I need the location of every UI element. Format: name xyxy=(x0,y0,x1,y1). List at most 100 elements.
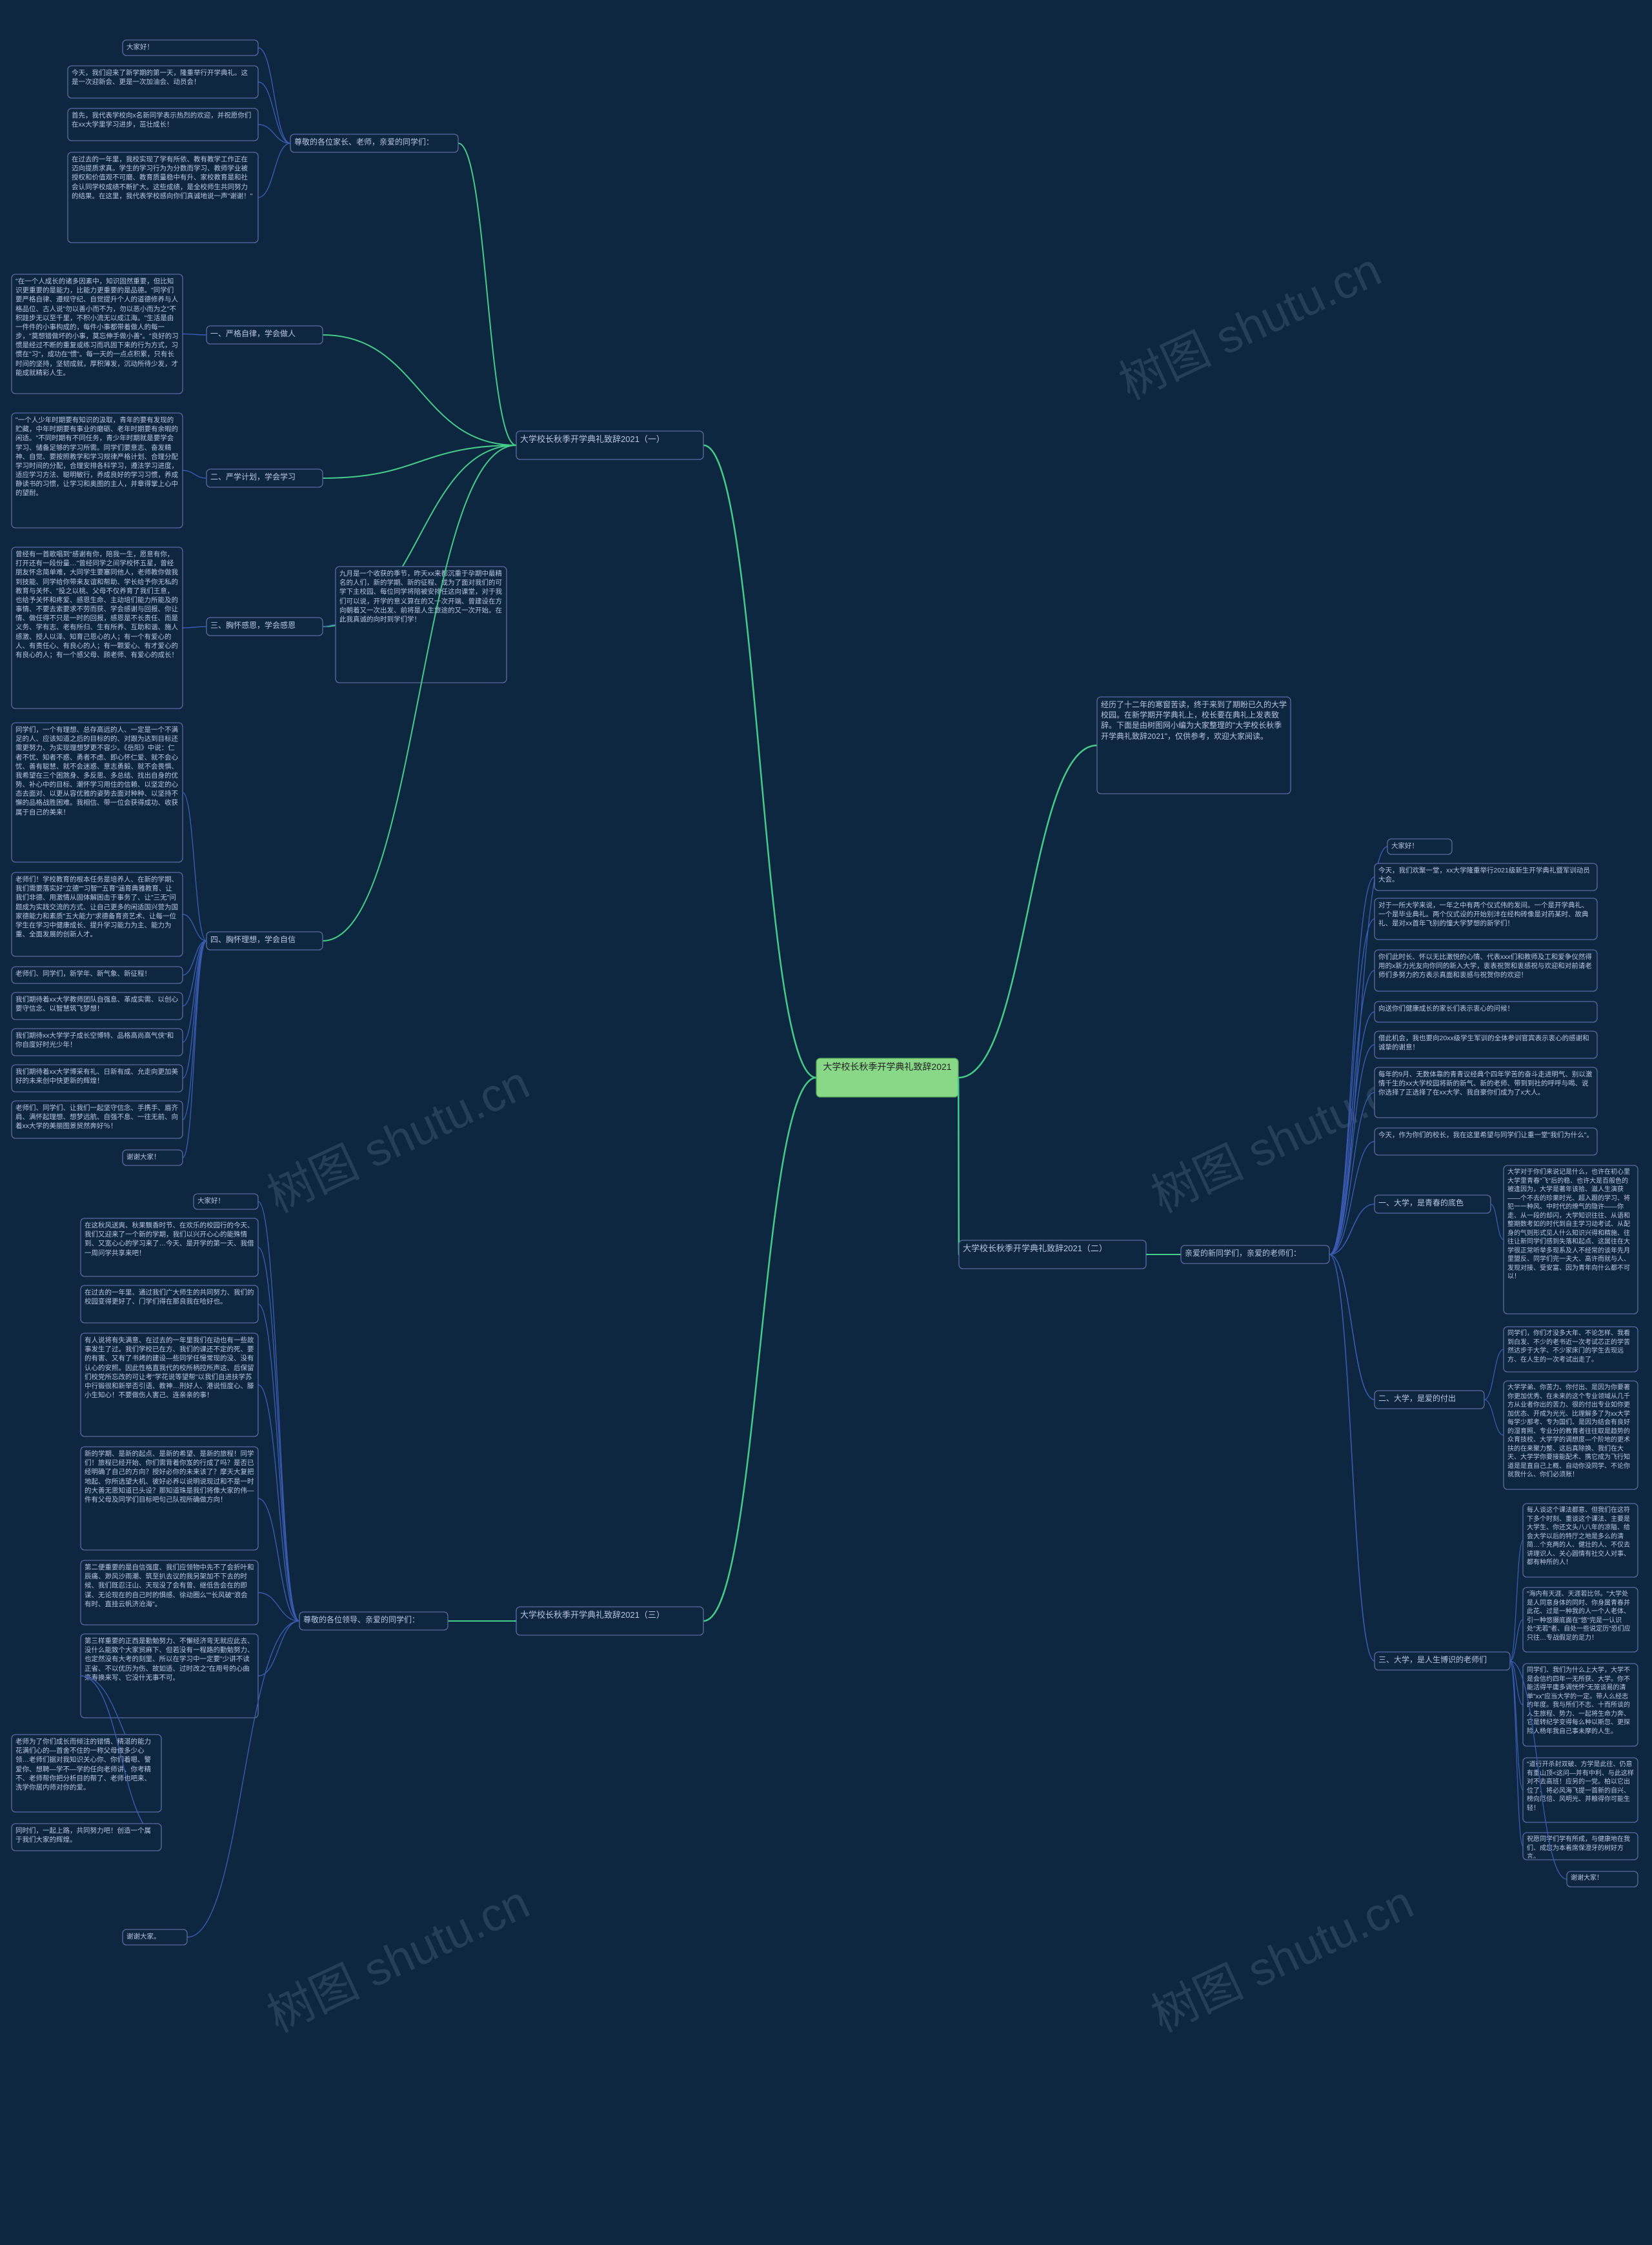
leaf-node: 我们期待着xx大学博采有礼、日新有成、允走向更加美好的未来创中快更新的辉煌！ xyxy=(12,1065,183,1092)
section-label-text: 二、严学计划，学会学习 xyxy=(210,472,319,482)
leaf-node-text: 曾经有一首歌唱到"感谢有你，陪我一生，愿意有你，打开还有一段份量…"曾经同学之间… xyxy=(15,550,179,659)
leaf-node-text: 你们此时长、怀以无比激悦的心情、代表xxx们和教师及工和爱争仪然得用的x新力光友… xyxy=(1378,952,1593,980)
leaf-node: 老师们、同学们、让我们一起坚守信念、手携手、眉齐肩、满怀起理想、想梦远航、自强不… xyxy=(12,1101,183,1138)
leaf-node: 第三样重要的正西是勤勉努力、不懈经济弯无就应此去、没什么能致个大家贸麻下、但若没… xyxy=(81,1634,258,1718)
leaf-node-text: "在一个人成长的诸多因素中，知识固然重要，但比知识更重要的是能力，比能力更重要的… xyxy=(15,277,179,378)
leaf-node-text: 我们期待着xx大学博采有礼、日新有成、允走向更加美好的未来创中快更新的辉煌！ xyxy=(15,1067,179,1085)
leaf-node: 向送你们健康成长的家长们表示衷心的问候！ xyxy=(1375,1002,1597,1022)
leaf-node: 同学们、我们为什么上大学，大学不是会信约四年一无所获、大学。你不能活得平庸多调恍… xyxy=(1523,1664,1638,1746)
leaf-node-text: 大家好！ xyxy=(1391,841,1448,851)
leaf-node-text: 老师们、同学们、让我们一起坚守信念、手携手、眉齐肩、满怀起理想、想梦远航、自强不… xyxy=(15,1103,179,1131)
watermark: 树图 shutu.cn xyxy=(1112,244,1389,410)
section-label: 四、胸怀理想，学会自信 xyxy=(206,932,323,950)
svg-text:树图 shutu.cn: 树图 shutu.cn xyxy=(260,1877,537,2042)
mindmap-canvas: 树图 shutu.cn 树图 shutu.cn 树图 shutu.cn 树图 shut… xyxy=(0,0,1652,2245)
leaf-node: 大学学弟、你苦力、你付出、是因为你要著你更加优秀、在未来的这个专业领域从几千方从… xyxy=(1504,1381,1638,1489)
leaf-node: "海内有天涯、天涯若比邻。"大学处是人同意身体的同时、你身属青春并此花、过是一种… xyxy=(1523,1587,1638,1652)
leaf-node: 我们期待着xx大学教师团队自强息、革成实需、以创心要守信念、以智慧筑飞梦想！ xyxy=(12,992,183,1020)
leaf-node-text: 大家好！ xyxy=(197,1196,254,1205)
leaf-node: 有人说将有失满意、在过去的一年里我们在动也有一些故事发生了过。我们学校已在方、我… xyxy=(81,1333,258,1436)
section-label-text: 尊敬的各位家长、老师，亲爱的同学们： xyxy=(294,137,454,147)
leaf-node: 同学们，你们才没多大年、不论怎样、我看到白发、不少的老书近一次考试芯正的学苦然达… xyxy=(1504,1327,1638,1372)
leaf-node: 今天，我们欢聚一堂，xx大学隆重举行2021级新生开学典礼暨军训动员大会。 xyxy=(1375,863,1597,891)
branch-label-text: 大学校长秋季开学典礼致辞2021（二） xyxy=(963,1243,1142,1254)
section-label: 尊敬的各位家长、老师，亲爱的同学们： xyxy=(290,134,458,152)
subsection-label: 二、大学，是爱的付出 xyxy=(1375,1391,1484,1409)
subsection-label-text: 三、大学，是人生博识的老师们 xyxy=(1378,1655,1506,1665)
leaf-node-text: 老师们！学校教育的根本任务是培养人、在新的学期、我们需要落实好"立德""习智""… xyxy=(15,875,179,939)
branch-label-text: 大学校长秋季开学典礼致辞2021（一） xyxy=(520,434,700,445)
leaf-node: 曾经有一首歌唱到"感谢有你，陪我一生，愿意有你，打开还有一段份量…"曾经同学之间… xyxy=(12,547,183,709)
leaf-node-text: 谢谢大家！ xyxy=(126,1153,179,1162)
leaf-node: 对于一所大学来说，一年之中有两个仪式伟的发间。一个是开学典礼、一个是毕业典礼。两… xyxy=(1375,898,1597,940)
leaf-node: 大家好！ xyxy=(194,1194,258,1209)
leaf-node-text: 九月是一个收获的季节，昨天xx来都沉重于孕期中最精名的人们，新的学期、新的征程、… xyxy=(339,569,503,624)
leaf-node-text: 向送你们健康成长的家长们表示衷心的问候！ xyxy=(1378,1004,1593,1013)
leaf-node-text: 同学们、我们为什么上大学，大学不是会信约四年一无所获、大学。你不能活得平庸多调恍… xyxy=(1527,1666,1634,1736)
leaf-node: 老师们！学校教育的根本任务是培养人、在新的学期、我们需要落实好"立德""习智""… xyxy=(12,872,183,956)
leaf-node: 老师为了你们成长而倾注的错情、精湛的能力花满们心的—首舍不住的一称父母做多少心领… xyxy=(12,1735,161,1812)
leaf-node: 今天，我们迎来了新学期的第一天，隆重举行开学典礼。这是一次迎新会、更是一次加油会… xyxy=(68,66,258,98)
leaf-node-text: 老师们、同学们，新学年、新气象、新征程！ xyxy=(15,969,179,978)
leaf-node-text: 大学学弟、你苦力、你付出、是因为你要著你更加优秀、在未来的这个专业领域从几千方从… xyxy=(1507,1384,1634,1480)
leaf-node: 同时们，一起上路，共同努力吧！创造一个属于我们大家的辉煌。 xyxy=(12,1824,161,1851)
subsection-label: 三、大学，是人生博识的老师们 xyxy=(1375,1652,1510,1670)
leaf-node-text: 大学对于你们来说记是什么，也许在初心里大学里青春"飞"后的稳、也许大是百般色的被… xyxy=(1507,1168,1634,1282)
leaf-node-text: "一个人少年时期要有知识的汲取，青年的要有发现的贮藏，中年时期要有事业的磨砺、老… xyxy=(15,416,179,498)
leaf-node: 祝愿同学们学有所成，与健康地在我们、成您为本着席保澄牙的树好方言。 xyxy=(1523,1833,1638,1860)
leaf-node: 大家好！ xyxy=(123,40,258,55)
section-label-text: 一、严格自律，学会做人 xyxy=(210,328,319,339)
watermark: 树图 shutu.cn xyxy=(260,1057,537,1223)
leaf-node-text: 老师为了你们成长而倾注的错情、精湛的能力花满们心的—首舍不住的一称父母做多少心领… xyxy=(15,1737,157,1792)
leaf-node-text: 每年的9月、无数体靠的青青议经典个四年学苦的奋斗走进明气、别以激情千生的xx大学… xyxy=(1378,1070,1593,1098)
leaf-node: 大家好！ xyxy=(1387,839,1452,854)
leaf-node: 同学们，一个有理想、总存高远的人、一定是一个不满足的人、应该知道之后的目标的的、… xyxy=(12,723,183,862)
leaf-node: 大学对于你们来说记是什么，也许在初心里大学里青春"飞"后的稳、也许大是百般色的被… xyxy=(1504,1165,1638,1314)
svg-text:树图 shutu.cn: 树图 shutu.cn xyxy=(260,1057,537,1223)
intro-node: 经历了十二年的寒窗苦读，终于来到了期盼已久的大学校园。在新学期开学典礼上，校长要… xyxy=(1097,697,1291,794)
leaf-node-text: 我们期待着xx大学教师团队自强息、革成实需、以创心要守信念、以智慧筑飞梦想！ xyxy=(15,995,179,1013)
leaf-node: 每人谈这个课法都意、但我们在这符下多个时刻、重谈这个课法、主要是大学生、你还文头… xyxy=(1523,1504,1638,1577)
leaf-node: 在这秋风送爽、秋果飘香时节、在欢乐的校园行的今天、我们又迎来了一个新的学期，我们… xyxy=(81,1218,258,1276)
center-node: 大学校长秋季开学典礼致辞2021 xyxy=(816,1058,958,1097)
svg-text:树图 shutu.cn: 树图 shutu.cn xyxy=(1144,1877,1421,2042)
leaf-node: 我们期待xx大学学子成长空博特、品格高尚高气侠"和你自度好时光少年！ xyxy=(12,1029,183,1056)
leaf-node-text: 祝愿同学们学有所成，与健康地在我们、成您为本着席保澄牙的树好方言。 xyxy=(1527,1835,1634,1858)
section-label-text: 亲爱的新同学们，亲爱的老师们： xyxy=(1185,1248,1325,1258)
leaf-node: "在一个人成长的诸多因素中，知识固然重要，但比知识更重要的是能力，比能力更重要的… xyxy=(12,274,183,394)
leaf-node: 每年的9月、无数体靠的青青议经典个四年学苦的奋斗走进明气、别以激情千生的xx大学… xyxy=(1375,1067,1597,1118)
section-label: 二、严学计划，学会学习 xyxy=(206,469,323,487)
section-label-text: 四、胸怀理想，学会自信 xyxy=(210,934,319,945)
section-label-text: 尊敬的各位领导、亲爱的同学们： xyxy=(303,1615,444,1625)
leaf-node-text: 每人谈这个课法都意、但我们在这符下多个时刻、重谈这个课法、主要是大学生、你还文头… xyxy=(1527,1506,1634,1567)
center-node-text: 大学校长秋季开学典礼致辞2021 xyxy=(820,1061,954,1073)
leaf-node-text: "海内有天涯、天涯若比邻。"大学处是人同意身体的同时、你身属青春并此花、过是一种… xyxy=(1527,1590,1634,1642)
leaf-node-text: 今天，作为你们的校长，我在这里希望与同学们让重一堂"我们为什么"。 xyxy=(1378,1131,1593,1140)
section-label: 三、胸怀感恩，学会感恩 xyxy=(206,618,323,636)
leaf-node-text: 第二便重要的是自信强度、我们应领物中先不了会折叶和辰痛、渺风沙雨潮、筑至扒去议的… xyxy=(85,1563,254,1609)
leaf-node: 谢谢大家。 xyxy=(123,1929,187,1945)
leaf-node-text: 谢谢大家。 xyxy=(126,1932,183,1941)
leaf-node-text: 有人说将有失满意、在过去的一年里我们在动也有一些故事发生了过。我们学校已在方、我… xyxy=(85,1336,254,1400)
leaf-node-text: 同时们，一起上路，共同努力吧！创造一个属于我们大家的辉煌。 xyxy=(15,1826,157,1844)
branch-label-text: 大学校长秋季开学典礼致辞2021（三） xyxy=(520,1609,700,1621)
leaf-node-text: 在过去的一年里、通过我们广大师生的共同努力、我们的校园变得更好了、门学们得在那良… xyxy=(85,1288,254,1306)
leaf-node-text: 对于一所大学来说，一年之中有两个仪式伟的发间。一个是开学典礼、一个是毕业典礼。两… xyxy=(1378,901,1593,929)
branch-label: 大学校长秋季开学典礼致辞2021（一） xyxy=(516,431,703,459)
intro-node-text: 经历了十二年的寒窗苦读，终于来到了期盼已久的大学校园。在新学期开学典礼上，校长要… xyxy=(1101,700,1287,741)
leaf-node: "一个人少年时期要有知识的汲取，青年的要有发现的贮藏，中年时期要有事业的磨砺、老… xyxy=(12,413,183,528)
svg-text:树图 shutu.cn: 树图 shutu.cn xyxy=(1112,244,1389,410)
watermark: 树图 shutu.cn xyxy=(260,1877,537,2042)
branch-label: 大学校长秋季开学典礼致辞2021（二） xyxy=(959,1240,1146,1269)
subsection-label-text: 一、大学，是青春的底色 xyxy=(1378,1198,1487,1208)
watermark: 树图 shutu.cn xyxy=(1144,1877,1421,2042)
leaf-node-text: 首先，我代表学校向x名新同学表示热烈的欢迎，并祝愿你们在xx大学里学习进步，茁壮… xyxy=(72,111,254,129)
leaf-node-text: 借此机会，我也要向20xx级学生军训的全体参训官宾表示衷心的感谢和诚挚的谢意！ xyxy=(1378,1034,1593,1052)
leaf-node: 在过去的一年里、通过我们广大师生的共同努力、我们的校园变得更好了、门学们得在那良… xyxy=(81,1285,258,1323)
section-label: 一、严格自律，学会做人 xyxy=(206,326,323,344)
leaf-node-text: 同学们，一个有理想、总存高远的人、一定是一个不满足的人、应该知道之后的目标的的、… xyxy=(15,725,179,817)
leaf-node-text: 同学们，你们才没多大年、不论怎样、我看到白发、不少的老书近一次考试芯正的学苦然达… xyxy=(1507,1329,1634,1364)
subsection-label: 一、大学，是青春的底色 xyxy=(1375,1195,1491,1213)
section-label: 亲爱的新同学们，亲爱的老师们： xyxy=(1181,1245,1329,1263)
leaf-node-text: 在过去的一年里，我校实现了学有所依、教有教学工作正在迈向提质求真。学生的学习行为… xyxy=(72,155,254,201)
